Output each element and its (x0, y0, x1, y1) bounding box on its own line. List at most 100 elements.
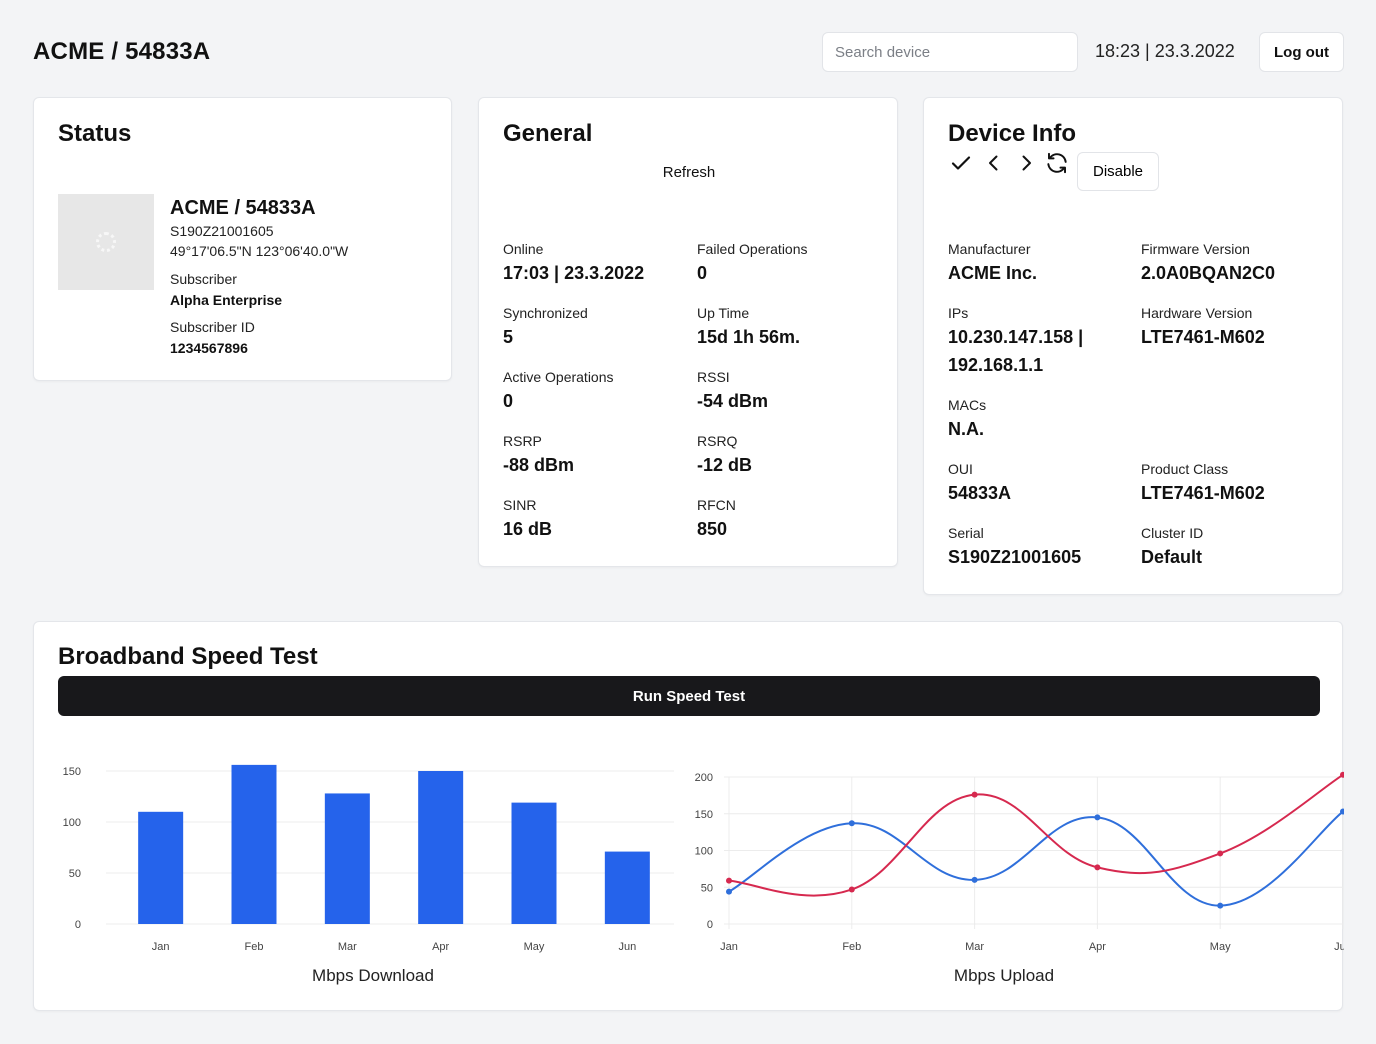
cluster-id-label: Cluster ID (1141, 525, 1203, 541)
x-tick-label: Jan (152, 941, 170, 953)
data-point (849, 886, 855, 892)
field-label: RSRP (503, 433, 542, 449)
x-tick-label: Jan (720, 941, 738, 953)
download-chart-title: Mbps Download (223, 966, 523, 986)
y-tick-label: 0 (75, 919, 81, 931)
manufacturer-value: ACME Inc. (948, 259, 1037, 287)
data-point (1217, 903, 1223, 909)
subscriber-id-value: 1234567896 (170, 340, 248, 356)
oui-value: 54833A (948, 479, 1011, 507)
subscriber-label: Subscriber (170, 271, 237, 287)
field-value: 16 dB (503, 515, 552, 543)
data-point (726, 889, 732, 895)
macs-label: MACs (948, 397, 986, 413)
data-point (726, 878, 732, 884)
page-title: ACME / 54833A (33, 38, 210, 66)
serial-value: S190Z21001605 (948, 543, 1081, 571)
device-info-heading: Device Info (948, 120, 1076, 148)
upload-line-chart: 0 50 100 150 200 Jan Feb Mar Apr May Jun (679, 742, 1344, 962)
y-tick-label: 200 (695, 772, 713, 784)
hardware-label: Hardware Version (1141, 305, 1252, 321)
field-label: Active Operations (503, 369, 614, 385)
check-icon[interactable] (947, 150, 975, 178)
x-tick-label: May (524, 941, 545, 953)
field-label: RFCN (697, 497, 736, 513)
serial-label: Serial (948, 525, 984, 541)
ips-value-line2: 192.168.1.1 (948, 351, 1043, 379)
product-class-value: LTE7461-M602 (1141, 479, 1265, 507)
status-coords: 49°17'06.5"N 123°06'40.0"W (170, 243, 348, 259)
field-value: 0 (503, 387, 513, 415)
data-point (849, 820, 855, 826)
datetime-display: 18:23 | 23.3.2022 (1095, 41, 1235, 62)
manufacturer-label: Manufacturer (948, 241, 1030, 257)
bar (605, 852, 650, 924)
device-info-card: Device Info Disable Manufacturer ACME In… (923, 97, 1343, 595)
speed-test-card: Broadband Speed Test Run Speed Test 0 50 1… (33, 621, 1343, 1011)
status-device-name: ACME / 54833A (170, 197, 316, 220)
x-tick-label: Feb (245, 941, 264, 953)
x-tick-label: May (1210, 941, 1231, 953)
y-tick-label: 50 (69, 868, 81, 880)
cluster-id-value: Default (1141, 543, 1202, 571)
x-tick-label: Mar (965, 941, 984, 953)
refresh-icon[interactable] (1043, 150, 1071, 178)
data-point (972, 877, 978, 883)
field-value: -54 dBm (697, 387, 768, 415)
x-tick-label: Apr (1089, 941, 1106, 953)
ips-value-line1: 10.230.147.158 | (948, 323, 1083, 351)
y-tick-label: 150 (63, 766, 81, 778)
y-tick-label: 50 (701, 882, 713, 894)
field-value: 17:03 | 23.3.2022 (503, 259, 644, 287)
upload-chart-title: Mbps Upload (854, 966, 1154, 986)
x-tick-label: Mar (338, 941, 357, 953)
field-label: RSRQ (697, 433, 737, 449)
bar (138, 812, 183, 924)
data-point (972, 792, 978, 798)
field-value: 850 (697, 515, 727, 543)
speed-test-heading: Broadband Speed Test (58, 643, 318, 671)
download-bar-chart: 0 50 100 150 Jan Feb Mar Apr May Jun (34, 742, 689, 962)
chevron-left-icon[interactable] (980, 150, 1008, 178)
data-point (1094, 864, 1100, 870)
field-label: RSSI (697, 369, 730, 385)
x-tick-label: Apr (432, 941, 449, 953)
refresh-button[interactable]: Refresh (639, 158, 739, 186)
x-tick-label: Jun (1334, 941, 1344, 953)
bar (512, 803, 557, 924)
status-card: Status ACME / 54833A S190Z21001605 49°17… (33, 97, 452, 381)
status-serial: S190Z21001605 (170, 223, 274, 239)
product-class-label: Product Class (1141, 461, 1228, 477)
loading-spinner-icon (96, 232, 116, 252)
oui-label: OUI (948, 461, 973, 477)
x-tick-label: Feb (842, 941, 861, 953)
field-label: Synchronized (503, 305, 588, 321)
field-value: -12 dB (697, 451, 752, 479)
series-line (729, 775, 1343, 896)
general-heading: General (503, 120, 592, 148)
disable-button[interactable]: Disable (1077, 152, 1159, 191)
field-value: -88 dBm (503, 451, 574, 479)
y-tick-label: 150 (695, 809, 713, 821)
chevron-right-icon[interactable] (1012, 150, 1040, 178)
field-label: Failed Operations (697, 241, 808, 257)
field-value: 0 (697, 259, 707, 287)
search-input[interactable] (822, 32, 1078, 72)
subscriber-value: Alpha Enterprise (170, 292, 282, 308)
y-tick-label: 100 (695, 846, 713, 858)
field-label: Online (503, 241, 543, 257)
device-image (58, 194, 154, 290)
header: ACME / 54833A 18:23 | 23.3.2022 Log out (33, 32, 1344, 72)
x-tick-label: Jun (618, 941, 636, 953)
field-value: 15d 1h 56m. (697, 323, 800, 351)
y-tick-label: 0 (707, 919, 713, 931)
field-value: 5 (503, 323, 513, 351)
bar (418, 771, 463, 924)
field-label: SINR (503, 497, 536, 513)
general-card: General Refresh Online 17:03 | 23.3.2022… (478, 97, 898, 567)
data-point (1094, 814, 1100, 820)
subscriber-id-label: Subscriber ID (170, 319, 255, 335)
logout-button[interactable]: Log out (1259, 32, 1344, 72)
run-speed-test-button[interactable]: Run Speed Test (58, 676, 1320, 716)
ips-label: IPs (948, 305, 968, 321)
